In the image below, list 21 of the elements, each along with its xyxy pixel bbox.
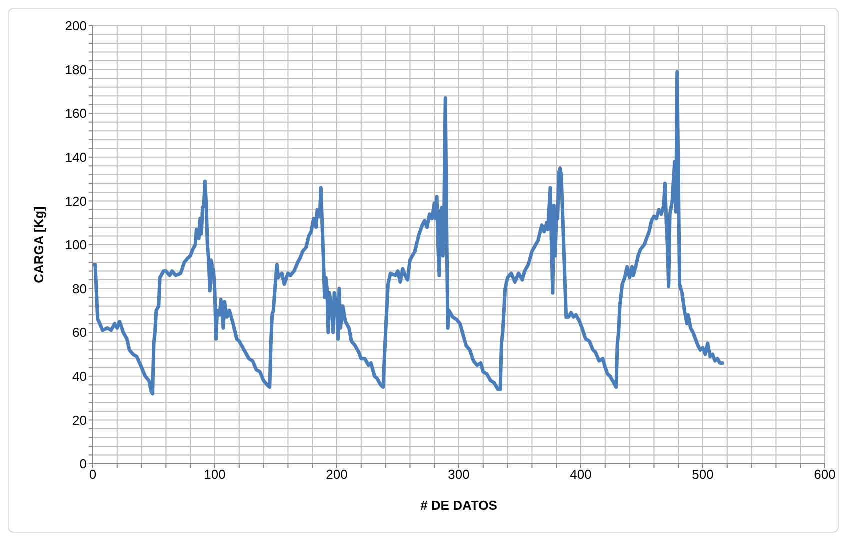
y-tick-label: 140	[65, 150, 87, 166]
x-tick-label: 100	[204, 467, 226, 482]
y-tick-label: 160	[65, 106, 87, 122]
y-tick-label: 200	[65, 18, 87, 34]
y-tick-label: 80	[72, 281, 87, 296]
y-tick-label: 180	[65, 62, 87, 78]
y-tick-label: 100	[65, 238, 87, 253]
x-tick-label: 500	[692, 467, 714, 482]
y-tick-label: 40	[72, 369, 87, 384]
y-tick-label: 60	[72, 325, 87, 340]
x-tick-label: 600	[814, 467, 836, 482]
y-tick-label: 120	[65, 194, 87, 209]
y-tick-label: 0	[80, 456, 87, 472]
y-axis-title: CARGA [Kg]	[32, 206, 47, 284]
x-tick-label: 0	[89, 467, 97, 482]
x-tick-label: 300	[448, 467, 470, 482]
x-tick-label: 400	[570, 467, 592, 482]
x-axis-title: # DE DATOS	[420, 498, 498, 513]
line-series	[93, 70, 724, 396]
x-tick-label: 200	[326, 467, 348, 482]
y-tick-label: 20	[72, 412, 87, 428]
